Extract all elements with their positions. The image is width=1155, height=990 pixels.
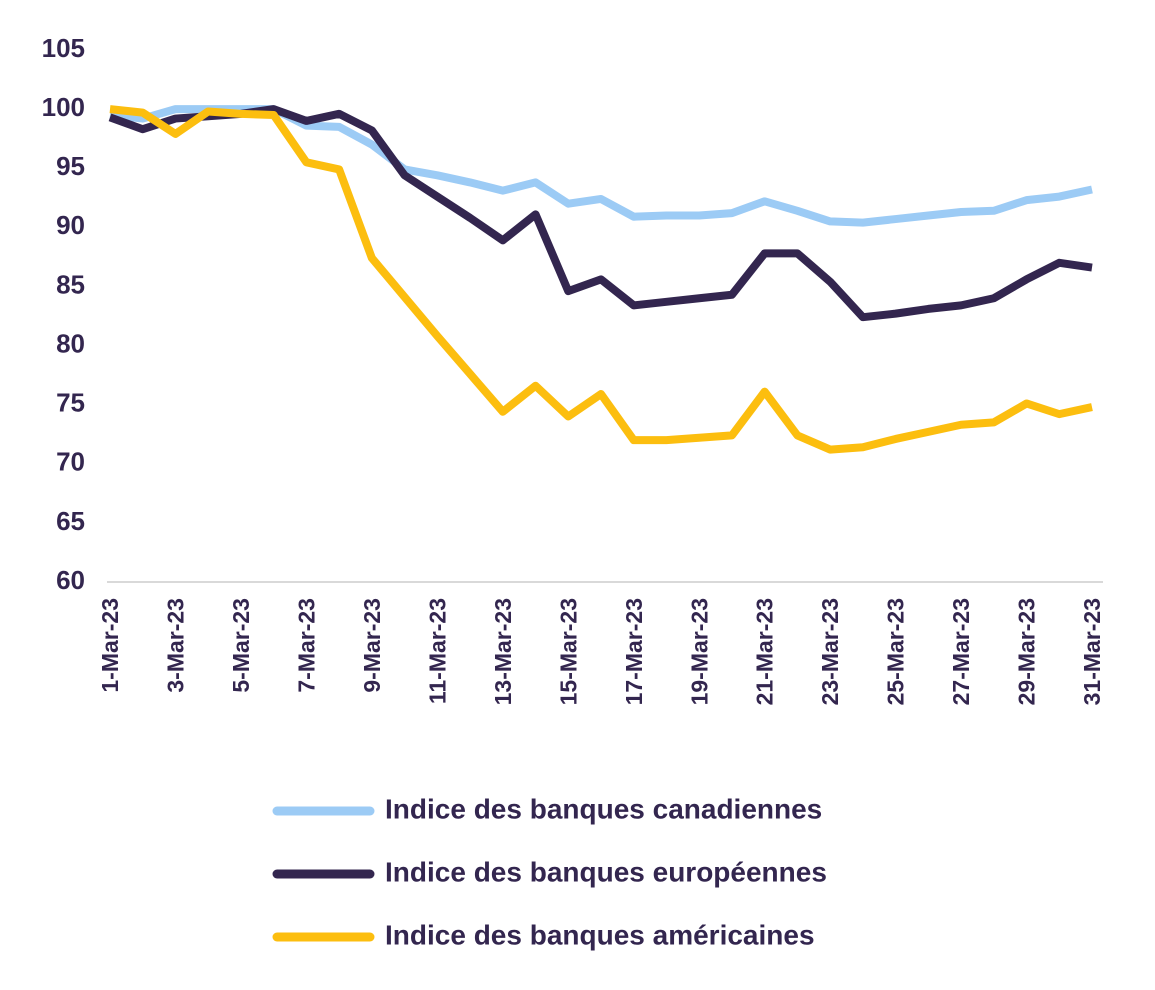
x-tick-label: 27-Mar-23 [948,598,974,705]
x-tick-label: 31-Mar-23 [1079,598,1105,705]
y-tick-label: 70 [56,447,85,477]
x-tick-label: 13-Mar-23 [490,598,516,705]
y-tick-label: 60 [56,565,85,595]
series-line [108,105,1093,322]
y-tick-label: 90 [56,210,85,240]
y-tick-label: 85 [56,269,85,299]
x-tick-label: 21-Mar-23 [752,598,778,705]
y-tick-label: 65 [56,506,85,536]
x-tick-label: 25-Mar-23 [883,598,909,705]
x-tick-label: 3-Mar-23 [163,598,189,693]
legend-label: Indice des banques canadiennes [385,793,822,824]
legend-label: Indice des banques européennes [385,856,827,887]
x-tick-label: 19-Mar-23 [686,598,712,705]
x-tick-label: 5-Mar-23 [228,598,254,693]
x-tick-label: 1-Mar-23 [97,598,123,693]
y-tick-label: 105 [42,33,85,63]
x-tick-label: 7-Mar-23 [293,598,319,693]
x-tick-label: 11-Mar-23 [424,598,450,704]
x-tick-label: 15-Mar-23 [555,598,581,705]
x-tick-label: 29-Mar-23 [1014,598,1040,705]
legend-label: Indice des banques américaines [385,919,815,950]
y-tick-label: 75 [56,388,85,418]
y-tick-label: 80 [56,328,85,358]
series-line [109,105,1093,227]
y-tick-label: 95 [56,151,85,181]
series-line [109,105,1093,454]
x-tick-label: 9-Mar-23 [359,598,385,693]
x-tick-label: 17-Mar-23 [621,598,647,705]
y-tick-label: 100 [42,92,85,122]
x-tick-label: 23-Mar-23 [817,598,843,705]
